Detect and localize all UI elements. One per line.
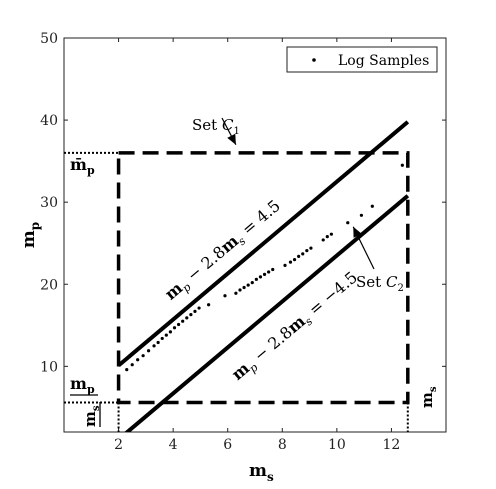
log-sample-point (301, 252, 305, 256)
log-sample-point (238, 288, 242, 292)
y-tick-label: 10 (40, 359, 58, 375)
log-sample-point (262, 272, 267, 276)
log-sample-point (329, 232, 333, 236)
mp-under-label: mp (70, 374, 95, 396)
x-tick-label: 4 (169, 437, 178, 453)
plot-area (64, 120, 410, 432)
log-sample-point (283, 263, 287, 267)
log-sample-point (146, 349, 151, 353)
set-c2-label: Set C2 (356, 273, 404, 294)
log-sample-point (172, 326, 177, 330)
legend-marker (312, 58, 316, 62)
log-sample-point (370, 204, 374, 208)
legend-box (286, 46, 438, 73)
x-tick-label: 10 (328, 437, 346, 453)
x-tick-label: 2 (114, 437, 123, 453)
log-sample-point (250, 281, 254, 285)
log-sample-point (164, 333, 168, 337)
y-tick-label: 30 (40, 195, 58, 211)
log-sample-point (309, 246, 313, 250)
constraint-line-2 (124, 194, 410, 432)
log-sample-point (359, 213, 364, 217)
log-sample-point (130, 363, 134, 367)
log-sample-point (258, 275, 263, 279)
log-sample-point (189, 313, 193, 317)
log-sample-point (242, 285, 246, 290)
legend-entry: Log Samples (338, 53, 429, 69)
log-sample-point (288, 260, 293, 264)
log-sample-point (156, 340, 160, 345)
set-c1-arrow (221, 117, 237, 145)
x-axis-label: ms (249, 461, 274, 484)
log-sample-point (160, 336, 164, 341)
log-sample-point (234, 291, 238, 295)
x-tick-label: 12 (383, 437, 401, 453)
log-sample-point (185, 316, 189, 320)
log-sample-point (207, 303, 211, 307)
log-sample-point (267, 270, 271, 274)
log-sample-point (321, 238, 325, 242)
log-sample-point (346, 221, 350, 225)
log-sample-point (325, 235, 329, 239)
x-tick-label: 8 (278, 437, 287, 453)
log-sample-point (246, 283, 250, 287)
y-tick-label: 40 (40, 113, 58, 129)
log-sample-point (297, 254, 301, 258)
log-sample-point (168, 330, 173, 334)
log-sample-point (141, 354, 145, 358)
log-sample-point (193, 309, 197, 313)
log-sample-point (223, 294, 227, 298)
set-c1-label: Set C1 (192, 116, 240, 137)
constraint-line-1 (117, 120, 410, 368)
ms-under-label: ms (81, 405, 102, 427)
set-c2-arrow (352, 226, 375, 270)
log-sample-point (125, 368, 129, 372)
y-tick-label: 20 (40, 277, 58, 293)
log-sample-point (305, 248, 309, 253)
log-sample-point (254, 277, 258, 281)
log-sample-point (197, 306, 201, 310)
x-tick-label: 6 (223, 437, 232, 453)
log-sample-point (271, 267, 275, 272)
log-sample-point (152, 344, 156, 348)
set-c1-box (116, 151, 410, 405)
upper-line-label: mp − 2.8ms = 4.5 (161, 196, 286, 306)
legend: Log Samples (286, 46, 438, 73)
log-sample-point (181, 319, 185, 323)
y-tick-label: 50 (40, 31, 58, 47)
y-axis-label: mp (19, 222, 42, 248)
plot-frame (63, 37, 447, 433)
log-sample-point (292, 258, 297, 262)
log-sample-point (136, 358, 140, 362)
log-sample-point (177, 322, 181, 327)
log-sample-point (400, 163, 404, 167)
mp-bar-label: m̄p (70, 155, 95, 177)
ms-bar-label: ms (418, 386, 439, 408)
